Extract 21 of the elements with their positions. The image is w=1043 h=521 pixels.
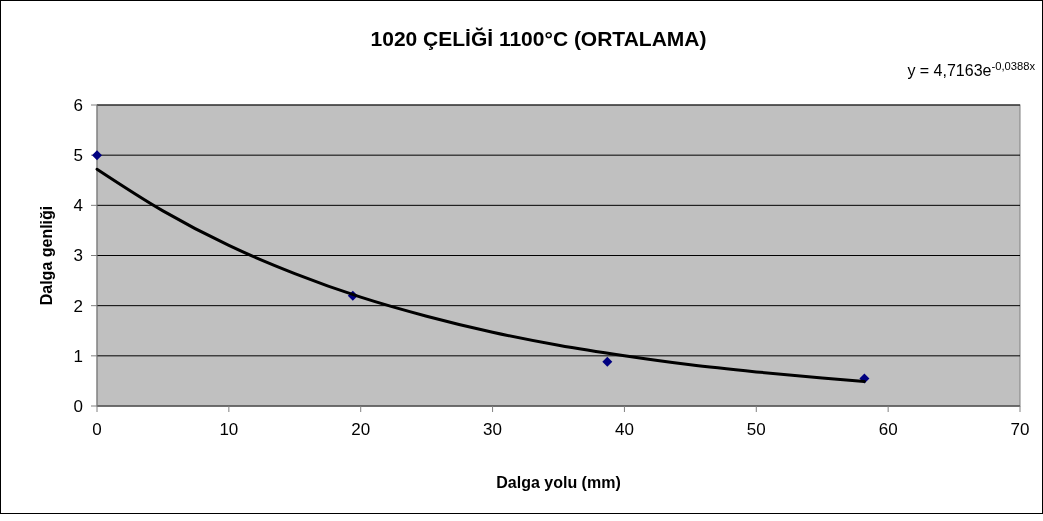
y-tick-label: 5 <box>73 146 83 166</box>
x-tick-label: 10 <box>219 420 239 439</box>
text: y = 4,7163e$^{-0,0388x}$ <box>907 60 1036 79</box>
point <box>602 356 613 367</box>
x-tick-label: 50 <box>746 420 766 439</box>
x-tick-label: 30 <box>483 420 503 439</box>
y-tick-label: 6 <box>73 95 83 115</box>
x-tick-label: 60 <box>878 420 898 439</box>
x-axis-title: Dalga yolu (mm) <box>496 474 621 491</box>
y-tick-label: 4 <box>73 196 83 216</box>
y-tick-label: 1 <box>73 346 83 366</box>
x-tick-label: 0 <box>92 420 102 439</box>
y-tick-label: 3 <box>73 246 83 266</box>
y-tick-label: 0 <box>73 396 83 416</box>
point <box>92 150 102 161</box>
x-tick-label: 40 <box>614 420 634 439</box>
x-tick-label: 20 <box>351 420 371 439</box>
x-tick-label: 70 <box>1010 420 1030 439</box>
chart-title: 1020 ÇELİĞİ 1100°C (ORTALAMA) <box>370 27 707 50</box>
y-tick-label: 2 <box>73 296 83 316</box>
y-axis-title: Dalga genliği <box>38 205 55 306</box>
